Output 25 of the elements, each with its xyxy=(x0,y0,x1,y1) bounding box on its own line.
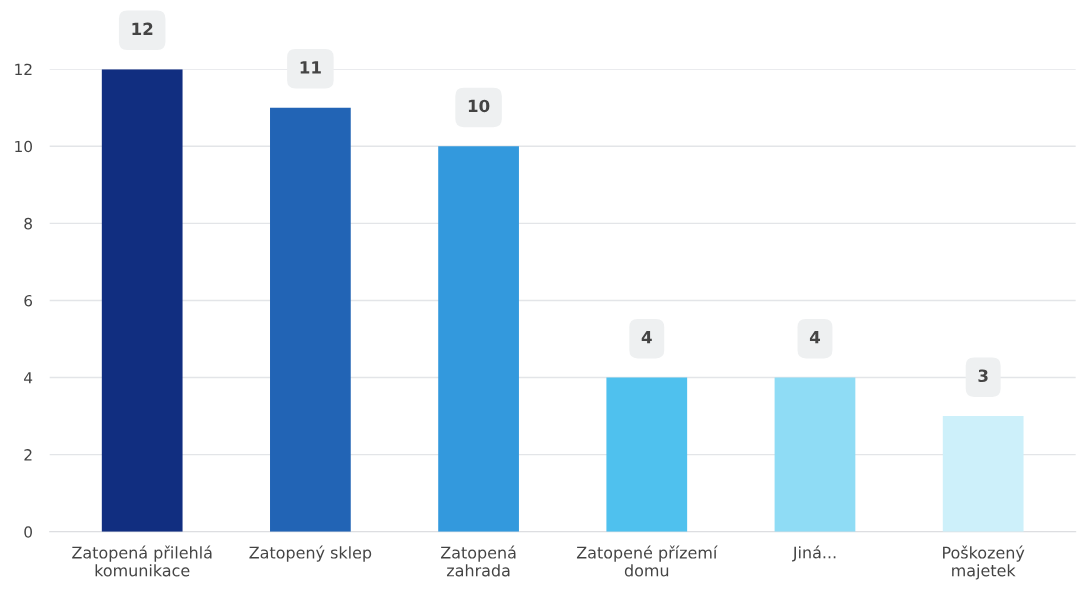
bar xyxy=(101,69,183,532)
x-tick-label: Zatopená přilehlá komunikace xyxy=(72,545,212,577)
data-label: 4 xyxy=(809,331,821,344)
data-label: 12 xyxy=(132,22,153,35)
x-tick-label: Zatopené přízemí domu xyxy=(576,545,718,577)
bar xyxy=(270,107,351,532)
bar xyxy=(606,377,688,532)
y-tick-label: 0 xyxy=(24,526,32,538)
x-tick-label: Jiná... xyxy=(792,545,836,562)
x-tick-label: Zatopený sklep xyxy=(249,545,372,562)
data-label: 10 xyxy=(468,99,490,113)
y-tick-label: 2 xyxy=(24,449,32,461)
x-tick-label: Poškozený majetek xyxy=(943,545,1025,580)
y-tick-label: 10 xyxy=(15,140,32,153)
bar xyxy=(438,146,519,532)
data-label: 4 xyxy=(641,331,652,344)
bar xyxy=(942,416,1024,532)
data-label: 3 xyxy=(978,369,988,383)
y-tick-label: 12 xyxy=(15,63,32,75)
y-tick-label: 6 xyxy=(24,294,33,307)
x-tick-label: Zatopená zahrada xyxy=(440,545,516,577)
data-label: 11 xyxy=(300,61,321,74)
y-tick-label: 8 xyxy=(24,217,32,230)
bar xyxy=(774,377,856,532)
y-tick-label: 4 xyxy=(24,372,33,384)
